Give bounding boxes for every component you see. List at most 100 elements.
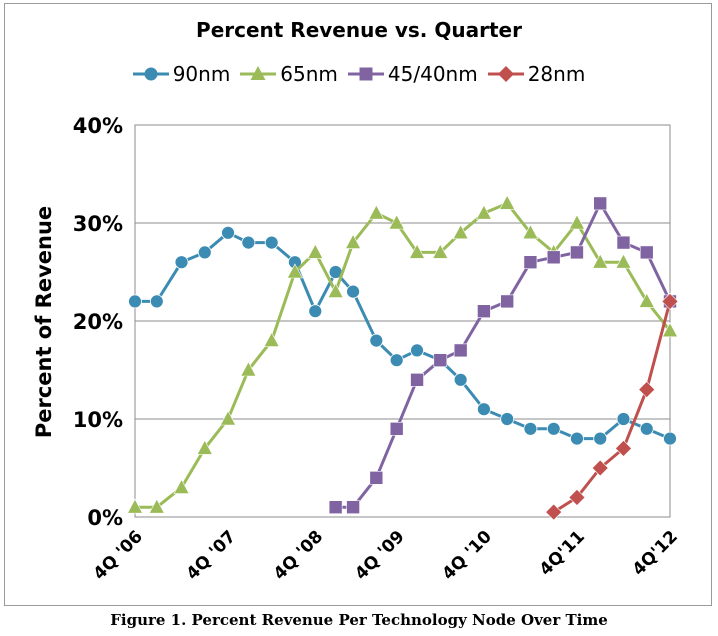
data-point-28nm [545, 503, 563, 521]
data-point-28nm [661, 292, 679, 310]
legend-item-65nm: 65nm [240, 62, 338, 86]
data-point-65nm [345, 233, 362, 249]
data-point-45-40nm [546, 250, 561, 265]
data-point-65nm [638, 292, 655, 308]
data-point-65nm [661, 322, 679, 338]
data-point-65nm [173, 478, 190, 494]
data-point-65nm [568, 214, 585, 230]
data-point-90nm [221, 225, 235, 240]
legend-swatch-45-40nm [347, 67, 384, 81]
y-tick-label: 30% [73, 212, 123, 236]
data-point-45-40nm [369, 470, 384, 485]
data-point-65nm [286, 263, 303, 279]
data-point-45-40nm [477, 304, 491, 319]
x-tick-label: 4Q '10 [439, 527, 496, 584]
data-point-90nm [639, 421, 654, 436]
legend-label-65nm: 65nm [280, 62, 338, 86]
data-point-65nm [615, 253, 632, 269]
data-point-65nm [452, 224, 469, 240]
data-point-90nm [264, 235, 279, 250]
data-point-65nm [499, 194, 516, 210]
chart-title: Percent Revenue vs. Quarter [196, 18, 522, 42]
data-point-45-40nm [593, 196, 608, 211]
y-tick-label: 40% [73, 114, 123, 138]
data-point-90nm [346, 284, 360, 299]
x-tick-label: 4Q '07 [183, 527, 240, 584]
series-line-90nm [135, 231, 671, 441]
legend-swatch-65nm [240, 66, 277, 80]
data-point-65nm [307, 243, 324, 259]
data-point-90nm [197, 245, 212, 260]
data-point-28nm [591, 459, 609, 477]
data-point-90nm [174, 255, 189, 270]
data-point-65nm [240, 361, 257, 377]
legend-item-28nm: 28nm [487, 62, 586, 86]
data-point-65nm [327, 282, 344, 298]
data-point-28nm [638, 381, 656, 399]
data-point-45-40nm [346, 500, 360, 515]
legend-label-90nm: 90nm [172, 62, 231, 86]
data-point-90nm [389, 353, 404, 368]
data-point-90nm [308, 304, 323, 319]
data-point-65nm [263, 331, 280, 347]
x-tick-label: 4Q '06 [90, 527, 147, 584]
data-point-90nm [128, 294, 142, 309]
data-point-90nm [546, 421, 561, 436]
legend-item-45-40nm: 45/40nm [347, 62, 478, 86]
data-point-65nm [196, 439, 213, 455]
data-point-45-40nm [500, 294, 514, 309]
y-tick-label: 0% [87, 506, 123, 530]
data-point-90nm [500, 412, 515, 426]
data-point-45-40nm [639, 245, 654, 260]
data-point-65nm [388, 214, 405, 230]
series-line-65nm [135, 201, 672, 509]
data-point-90nm [453, 372, 468, 387]
data-point-90nm [410, 343, 424, 358]
data-point-90nm [570, 431, 584, 446]
data-point-65nm [409, 243, 426, 259]
data-point-45-40nm [410, 372, 424, 387]
data-point-45-40nm [453, 343, 468, 358]
data-point-65nm [368, 204, 385, 220]
chart-plot: 0% 10% 20% 30% 40% 4Q '06 4Q '07 4Q '08 4Q '09 4Q… [73, 114, 682, 584]
data-point-90nm [477, 402, 491, 417]
legend-label-45-40nm: 45/40nm [387, 62, 478, 86]
legend-swatch-28nm [487, 66, 524, 82]
data-point-90nm [523, 421, 538, 436]
chart-legend: 90nm 65nm 45/40nm 28nm [0, 62, 718, 86]
data-point-45-40nm [328, 500, 343, 515]
data-point-90nm [663, 431, 677, 446]
data-point-65nm [148, 498, 165, 514]
data-point-45-40nm [523, 255, 538, 269]
y-tick-label: 20% [73, 310, 123, 334]
data-point-90nm [149, 294, 164, 309]
plot-border [134, 124, 671, 518]
legend-item-90nm: 90nm [132, 62, 231, 86]
data-point-90nm [369, 333, 384, 348]
data-point-65nm [432, 243, 449, 259]
data-point-45-40nm [616, 235, 631, 250]
x-tick-label: 4Q '08 [270, 527, 327, 584]
figure-caption: Figure 1. Percent Revenue Per Technology… [110, 611, 608, 629]
x-tick-label: 4Q'11 [536, 527, 589, 580]
x-tick-label: 4Q'12 [629, 527, 682, 580]
data-point-65nm [475, 204, 492, 220]
data-point-65nm [220, 410, 237, 426]
x-tick-label: 4Q '09 [351, 527, 408, 584]
data-point-90nm [616, 412, 631, 426]
data-point-28nm [615, 439, 632, 457]
data-point-45-40nm [570, 245, 584, 260]
legend-swatch-90nm [132, 67, 169, 81]
data-point-45-40nm [433, 353, 448, 368]
data-point-90nm [593, 431, 608, 446]
series-line-45-40nm [335, 200, 672, 509]
series-line-28nm [552, 301, 672, 514]
y-tick-label: 10% [73, 408, 123, 432]
data-point-65nm [592, 253, 609, 269]
data-point-28nm [568, 488, 586, 506]
data-point-45-40nm [389, 421, 404, 436]
data-point-65nm [522, 224, 539, 240]
legend-label-28nm: 28nm [527, 62, 586, 86]
data-point-65nm [126, 498, 144, 514]
data-point-90nm [241, 235, 256, 250]
